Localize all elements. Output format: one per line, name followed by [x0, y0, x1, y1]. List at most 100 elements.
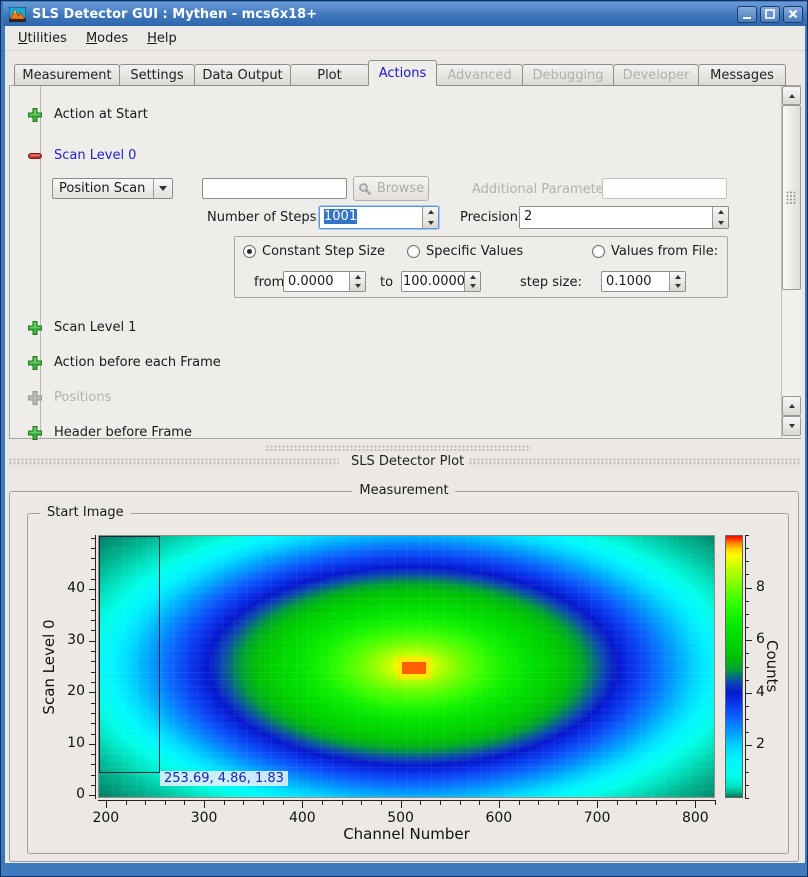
- additional-parameter-label: Additional Parameter:: [472, 182, 613, 197]
- tab-plot[interactable]: Plot: [290, 64, 369, 86]
- precision-stepper[interactable]: 2: [519, 206, 729, 229]
- colorbar-tick-label: 6: [756, 631, 776, 647]
- x-axis-tick: [302, 801, 303, 808]
- menu-help[interactable]: Help: [147, 31, 177, 46]
- radio-constant-step-size[interactable]: [243, 245, 256, 258]
- number-of-steps-stepper[interactable]: 1001: [319, 206, 439, 229]
- additional-parameter-input: [602, 178, 727, 199]
- y-axis-tick-label: 30: [48, 632, 85, 648]
- chevron-down-icon: [153, 179, 172, 198]
- scroll-up-button[interactable]: [782, 86, 801, 105]
- x-axis-minor-tick: [460, 801, 461, 805]
- y-axis-minor-tick: [91, 754, 95, 755]
- x-axis-tick: [499, 801, 500, 808]
- stepper-arrows[interactable]: [712, 207, 728, 228]
- maximize-button[interactable]: [760, 6, 780, 23]
- x-axis-minor-tick: [715, 801, 716, 805]
- tab-measurement[interactable]: Measurement: [14, 64, 120, 86]
- window-title: SLS Detector GUI : Mythen - mcs6x18+: [32, 7, 737, 22]
- scrollbar-thumb[interactable]: [782, 105, 801, 290]
- scan-level-1-row[interactable]: Scan Level 1: [27, 319, 136, 336]
- titlebar[interactable]: SLS Detector GUI : Mythen - mcs6x18+: [3, 2, 807, 26]
- y-axis-tick: [89, 589, 95, 590]
- x-axis-minor-tick: [617, 801, 618, 805]
- x-axis-minor-tick: [479, 801, 480, 805]
- action-before-each-frame-label: Action before each Frame: [54, 355, 221, 370]
- to-value[interactable]: 100.0000: [402, 272, 464, 291]
- menu-utilities[interactable]: Utilities: [18, 31, 67, 46]
- precision-value[interactable]: 2: [520, 207, 712, 228]
- y-axis-minor-tick: [91, 558, 95, 559]
- scroll-down-button[interactable]: [782, 416, 801, 436]
- step-size-stepper[interactable]: 0.1000: [601, 271, 686, 292]
- y-axis-tick-label: 0: [48, 786, 85, 802]
- tabbar: Measurement Settings Data Output Plot Ac…: [14, 60, 785, 86]
- step-size-value[interactable]: 0.1000: [602, 272, 669, 291]
- colorbar-tick-label: 4: [756, 684, 776, 700]
- colorbar-tick: [746, 640, 752, 641]
- close-button[interactable]: [783, 6, 803, 23]
- scan-script-input[interactable]: [202, 178, 347, 199]
- x-axis-tick-label: 200: [81, 810, 131, 826]
- scan-mode-select[interactable]: Position Scan: [52, 178, 173, 199]
- tab-settings[interactable]: Settings: [119, 64, 195, 86]
- from-stepper[interactable]: 0.0000: [283, 271, 366, 292]
- number-of-steps-value[interactable]: 1001: [324, 209, 357, 224]
- x-axis-minor-tick: [224, 801, 225, 805]
- stepper-arrows[interactable]: [422, 207, 438, 228]
- stepper-arrows[interactable]: [669, 272, 685, 291]
- menu-modes[interactable]: Modes: [86, 31, 128, 46]
- colorbar-minor-tick: [746, 653, 749, 654]
- minus-icon: [27, 148, 43, 164]
- stepper-arrows[interactable]: [464, 272, 480, 291]
- to-stepper[interactable]: 100.0000: [401, 271, 481, 292]
- step-mode-groupbox: Constant Step Size Specific Values Value…: [234, 236, 728, 298]
- scroll-up-button-2[interactable]: [782, 396, 801, 416]
- colorbar-tick-label: 8: [756, 579, 776, 595]
- y-axis-minor-tick: [91, 569, 95, 570]
- scrollarea-edge: [40, 86, 41, 438]
- vertical-scrollbar[interactable]: [781, 86, 801, 438]
- number-of-steps-label: Number of Steps:: [207, 210, 321, 225]
- x-axis-tick: [597, 801, 598, 808]
- tab-actions[interactable]: Actions: [368, 60, 437, 86]
- y-axis-minor-tick: [91, 672, 95, 673]
- y-axis-tick-label: 40: [48, 580, 85, 596]
- tab-developer: Developer: [613, 64, 699, 86]
- header-before-frame-row[interactable]: Header before Frame: [27, 424, 192, 441]
- to-label: to: [380, 275, 393, 290]
- header-before-frame-label: Header before Frame: [54, 425, 192, 440]
- x-axis-minor-tick: [145, 801, 146, 805]
- tab-data-output[interactable]: Data Output: [194, 64, 291, 86]
- colorbar-minor-tick: [746, 772, 749, 773]
- arrow-up-icon: [789, 404, 795, 408]
- splitter-handle[interactable]: [266, 445, 531, 451]
- y-axis-tick-label: 10: [48, 735, 85, 751]
- radio-specific-values[interactable]: [407, 245, 420, 258]
- from-value[interactable]: 0.0000: [284, 272, 349, 291]
- y-axis-tick: [89, 641, 95, 642]
- y-axis-minor-tick: [91, 723, 95, 724]
- colorbar-minor-tick: [746, 680, 749, 681]
- action-at-start-row[interactable]: Action at Start: [27, 106, 148, 123]
- tab-messages[interactable]: Messages: [698, 64, 786, 86]
- arrow-up-icon: [718, 210, 724, 214]
- x-axis-tick-label: 500: [376, 810, 426, 826]
- action-before-each-frame-row[interactable]: Action before each Frame: [27, 354, 221, 371]
- start-image-title: Start Image: [40, 505, 131, 520]
- scan-level-0-row[interactable]: Scan Level 0: [27, 147, 136, 164]
- colorbar-tick-label: 2: [756, 736, 776, 752]
- cursor-readout: 253.69, 4.86, 1.83: [160, 771, 288, 786]
- heatmap-canvas[interactable]: [98, 535, 715, 798]
- plus-icon-disabled: [27, 390, 43, 406]
- window-controls: [737, 6, 803, 23]
- minimize-button[interactable]: [737, 6, 757, 23]
- x-axis-tick-label: 600: [474, 810, 524, 826]
- x-axis-minor-tick: [361, 801, 362, 805]
- radio-values-from-file[interactable]: [592, 245, 605, 258]
- dock-title: SLS Detector Plot: [351, 454, 459, 469]
- y-axis-tick: [89, 744, 95, 745]
- x-axis-minor-tick: [126, 801, 127, 805]
- stepper-arrows[interactable]: [349, 272, 365, 291]
- y-axis-minor-tick: [91, 620, 95, 621]
